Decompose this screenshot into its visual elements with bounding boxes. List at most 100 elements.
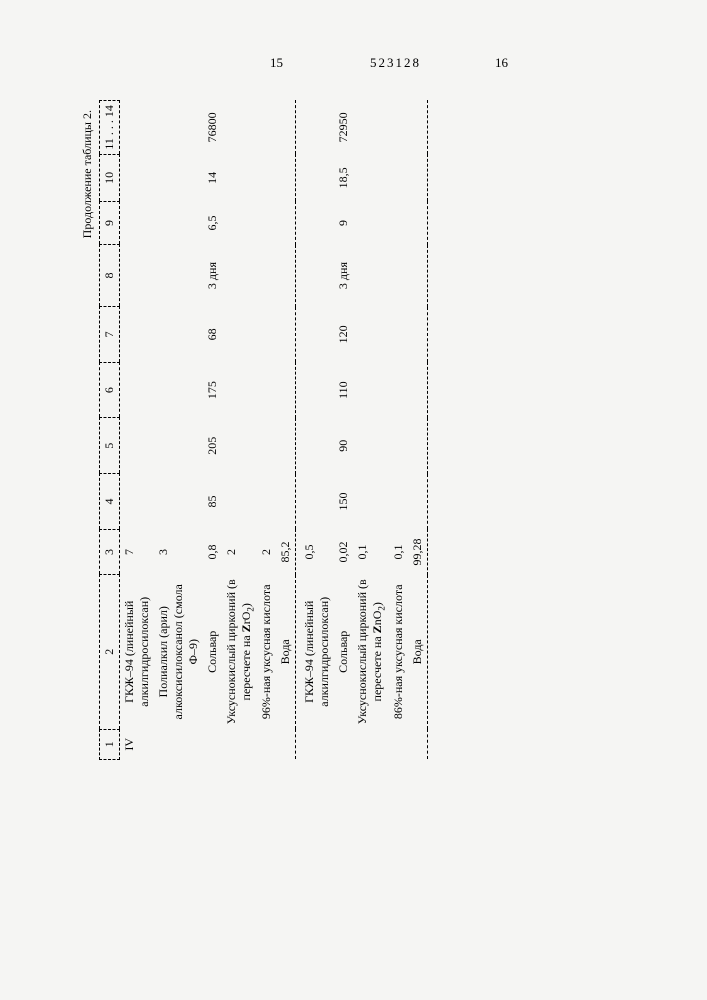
cell-c9 [389,201,408,244]
cell-c10 [120,154,155,201]
cell-c8 [154,245,203,307]
cell-c8 [222,245,257,307]
cell-c6 [222,362,257,418]
cell-c7: 68 [203,307,222,363]
cell-c7 [300,307,334,363]
cell-c4 [389,474,408,530]
cell-c1 [300,729,334,759]
rotated-table-block: Продолжение таблицы 2. 1 2 3 4 5 6 7 8 9… [80,100,428,760]
cell-c6 [389,362,408,418]
cell-c10 [353,154,388,201]
col-1: 1 [100,729,120,759]
cell-c11 [353,101,388,155]
cell-c7 [276,307,296,363]
cell-c6: 110 [334,362,353,418]
cell-c4 [154,474,203,530]
cell-c11 [300,101,334,155]
cell-c1 [389,729,408,759]
cell-c2: Вода [276,575,296,730]
cell-c8 [389,245,408,307]
cell-c9 [154,201,203,244]
cell-c2: 96%-ная уксусная кислота [257,575,276,730]
cell-c3: 2 [257,529,276,574]
cell-c10 [154,154,203,201]
cell-c3: 85,2 [276,529,296,574]
cell-c10 [389,154,408,201]
cell-c3: 99,28 [408,529,428,574]
cell-c4: 85 [203,474,222,530]
cell-c7 [408,307,428,363]
cell-c6 [257,362,276,418]
cell-c11 [408,101,428,155]
cell-c4: 150 [334,474,353,530]
cell-c6 [154,362,203,418]
cell-c8: 3 дня [203,245,222,307]
cell-c3: 0,1 [353,529,388,574]
cell-c7: 120 [334,307,353,363]
cell-c4 [222,474,257,530]
cell-c11 [222,101,257,155]
cell-c1 [353,729,388,759]
cell-c8 [257,245,276,307]
col-8: 8 [100,245,120,307]
col-2: 2 [100,575,120,730]
cell-c1 [276,729,296,759]
cell-c10 [257,154,276,201]
page-num-right: 16 [495,55,508,71]
cell-c3: 0,5 [300,529,334,574]
cell-c2: Вода [408,575,428,730]
cell-c5 [408,418,428,474]
cell-c2: 86%-ная уксусная кислота [389,575,408,730]
cell-c4 [408,474,428,530]
cell-c5 [120,418,155,474]
cell-c5 [257,418,276,474]
cell-c11 [389,101,408,155]
cell-c5 [154,418,203,474]
table-row: Вода99,28 [408,101,428,760]
cell-c6 [120,362,155,418]
cell-c5: 90 [334,418,353,474]
cell-c3: 3 [154,529,203,574]
cell-c1 [154,729,203,759]
cell-c2: ГКЖ–94 (линейный алкилгидросилоксан) [300,575,334,730]
col-5: 5 [100,418,120,474]
cell-c8 [353,245,388,307]
cell-c1 [257,729,276,759]
cell-c5 [276,418,296,474]
cell-c2: Уксуснокислый цирконий (в пересчете на Z… [353,575,388,730]
cell-c9 [257,201,276,244]
cell-c11 [257,101,276,155]
cell-c9 [222,201,257,244]
cell-c1 [334,729,353,759]
col-3: 3 [100,529,120,574]
cell-c3: 7 [120,529,155,574]
cell-c5 [389,418,408,474]
cell-c10 [276,154,296,201]
cell-c2: Уксуснокислый цирконий (в пересчете на Z… [222,575,257,730]
cell-c10 [300,154,334,201]
cell-c7 [389,307,408,363]
cell-c2: ГКЖ–94 (линейный алкилгидросилоксан) [120,575,155,730]
cell-c9 [353,201,388,244]
table-row: Вода85,2 [276,101,296,760]
table-row: 96%-ная уксусная кислота2 [257,101,276,760]
header-row: 1 2 3 4 5 6 7 8 9 10 11 . . . 14 [100,101,120,760]
cell-c11: 72950 [334,101,353,155]
cell-c8: 3 дня [334,245,353,307]
cell-c3: 0,1 [389,529,408,574]
cell-c10: 18,5 [334,154,353,201]
cell-c11 [120,101,155,155]
cell-c4 [353,474,388,530]
cell-c11: 76800 [203,101,222,155]
cell-c1: IV [120,729,155,759]
table-row: Сольвар0,885205175683 дня6,51476800 [203,101,222,760]
col-11-14: 11 . . . 14 [100,101,120,155]
cell-c3: 0,02 [334,529,353,574]
cell-c3: 2 [222,529,257,574]
cell-c7 [120,307,155,363]
cell-c9: 6,5 [203,201,222,244]
col-6: 6 [100,362,120,418]
col-10: 10 [100,154,120,201]
cell-c11 [154,101,203,155]
cell-c8 [120,245,155,307]
